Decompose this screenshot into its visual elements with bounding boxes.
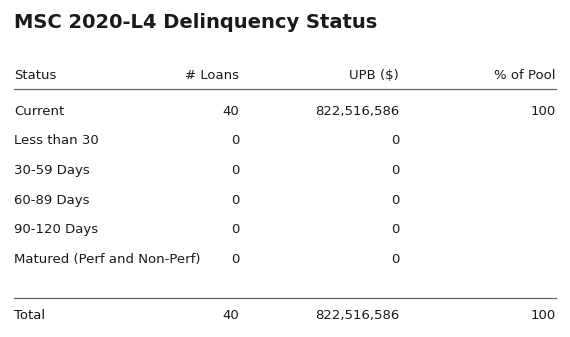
- Text: 0: 0: [390, 164, 399, 177]
- Text: Matured (Perf and Non-Perf): Matured (Perf and Non-Perf): [14, 253, 201, 266]
- Text: 100: 100: [531, 105, 556, 118]
- Text: 822,516,586: 822,516,586: [315, 105, 399, 118]
- Text: 60-89 Days: 60-89 Days: [14, 194, 89, 207]
- Text: 0: 0: [390, 134, 399, 147]
- Text: 0: 0: [231, 164, 239, 177]
- Text: Current: Current: [14, 105, 64, 118]
- Text: MSC 2020-L4 Delinquency Status: MSC 2020-L4 Delinquency Status: [14, 13, 377, 32]
- Text: UPB ($): UPB ($): [349, 69, 399, 82]
- Text: 0: 0: [231, 253, 239, 266]
- Text: Status: Status: [14, 69, 56, 82]
- Text: 0: 0: [231, 134, 239, 147]
- Text: Total: Total: [14, 309, 46, 321]
- Text: 0: 0: [390, 223, 399, 236]
- Text: 40: 40: [223, 105, 239, 118]
- Text: 30-59 Days: 30-59 Days: [14, 164, 90, 177]
- Text: 0: 0: [390, 253, 399, 266]
- Text: 100: 100: [531, 309, 556, 321]
- Text: 90-120 Days: 90-120 Days: [14, 223, 99, 236]
- Text: # Loans: # Loans: [185, 69, 239, 82]
- Text: 822,516,586: 822,516,586: [315, 309, 399, 321]
- Text: % of Pool: % of Pool: [494, 69, 556, 82]
- Text: 0: 0: [390, 194, 399, 207]
- Text: 0: 0: [231, 194, 239, 207]
- Text: 40: 40: [223, 309, 239, 321]
- Text: 0: 0: [231, 223, 239, 236]
- Text: Less than 30: Less than 30: [14, 134, 99, 147]
